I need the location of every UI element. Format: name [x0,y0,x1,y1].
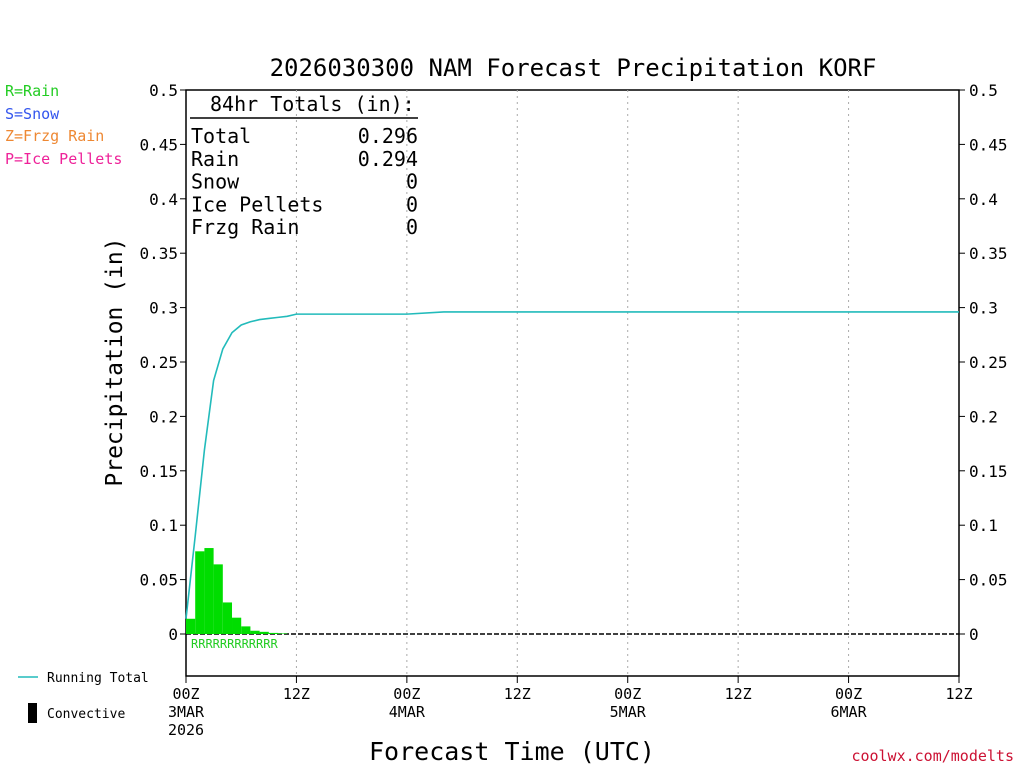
precip-bar-1 [195,551,205,634]
convective-legend-swatch [28,703,37,723]
precip-bar-5 [232,617,242,634]
y-tick-label-left-0: 0 [168,625,178,644]
y-tick-label-left-8: 0.4 [149,190,178,209]
running-total-legend-label: Running Total [47,671,149,686]
totals-row-value-2: 0 [406,170,418,194]
precip-bar-9 [268,632,279,634]
y-tick-label-right-4: 0.2 [969,407,998,426]
y-tick-label-left-2: 0.1 [149,516,178,535]
totals-row-label-4: Frzg Rain [191,215,299,239]
x-tick-label-5-0: 12Z [725,685,752,703]
precip-bars [186,548,288,634]
y-axis-label: Precipitation (in) [102,237,128,486]
x-tick-label-4-0: 00Z [614,685,641,703]
x-tick-label-6-1: 6MAR [831,703,868,721]
plot-frame [185,89,960,677]
totals-row-value-0: 0.296 [358,124,418,148]
y-tick-label-left-6: 0.3 [149,299,178,318]
precip-bar-6 [241,626,251,634]
y-tick-label-left-9: 0.45 [139,135,178,154]
legend-snow: S=Snow [5,105,60,123]
y-tick-label-left-3: 0.15 [139,462,178,481]
precip-bar-2 [204,548,214,634]
precip-bar-10 [278,633,288,634]
credit-text: coolwx.com/modelts [851,747,1014,765]
y-tick-label-right-1: 0.05 [969,571,1008,590]
y-tick-label-right-0: 0 [969,625,979,644]
x-tick-label-2-1: 4MAR [389,703,426,721]
x-tick-label-0-1: 3MAR [168,703,205,721]
y-axis-ticks: 0 00.05 0.050.1 0.10.15 0.150.2 0.20.25 0.250.… [139,81,1007,644]
totals-row-label-1: Rain [191,147,239,171]
y-tick-label-left-1: 0.05 [139,571,178,590]
x-tick-label-7-0: 12Z [945,685,972,703]
x-tick-label-6-0: 00Z [835,685,862,703]
precip-bar-4 [222,602,233,634]
totals-header: 84hr Totals (in): [210,92,415,116]
grid-lines [295,90,850,676]
y-tick-label-right-8: 0.4 [969,190,998,209]
y-tick-label-right-2: 0.1 [969,516,998,535]
precip-bar-7 [250,630,260,634]
totals-row-value-4: 0 [406,215,418,239]
totals-box: 84hr Totals (in): Total 0.296 Rain 0.294 Sno… [190,92,418,239]
x-tick-label-1-0: 12Z [283,685,310,703]
x-axis-label: Forecast Time (UTC) [369,737,655,766]
legend-frzg-rain: Z=Frzg Rain [5,127,104,145]
y-tick-label-left-5: 0.25 [139,353,178,372]
totals-row-label-3: Ice Pellets [191,192,323,216]
x-tick-label-2-0: 00Z [393,685,420,703]
precip-bar-3 [213,564,223,634]
y-tick-label-right-9: 0.45 [969,135,1008,154]
chart-title: 2026030300 NAM Forecast Precipitation KO… [270,54,877,82]
x-tick-label-4-1: 5MAR [610,703,647,721]
precip-type-labels: RRRRRRRRRRRR [191,637,278,651]
y-tick-label-left-4: 0.2 [149,407,178,426]
precip-bar-8 [259,631,269,634]
legend-rain: R=Rain [5,82,59,100]
y-tick-label-right-5: 0.25 [969,353,1008,372]
totals-row-value-1: 0.294 [358,147,418,171]
precip-bar-0 [186,618,196,634]
totals-row-label-2: Snow [191,170,240,194]
legend-ice-pellets: P=Ice Pellets [5,150,122,168]
y-tick-label-right-10: 0.5 [969,81,998,100]
x-tick-label-0-2: 2026 [168,721,204,739]
y-tick-label-right-6: 0.3 [969,299,998,318]
y-tick-label-left-7: 0.35 [139,244,178,263]
totals-row-label-0: Total [191,124,251,148]
y-tick-label-right-7: 0.35 [969,244,1008,263]
convective-legend-label: Convective [47,707,125,722]
y-tick-label-right-3: 0.15 [969,462,1008,481]
running-total-line [185,311,959,619]
y-tick-label-left-10: 0.5 [149,81,178,100]
totals-row-value-3: 0 [406,192,418,216]
x-tick-label-3-0: 12Z [504,685,531,703]
x-tick-label-0-0: 00Z [172,685,199,703]
